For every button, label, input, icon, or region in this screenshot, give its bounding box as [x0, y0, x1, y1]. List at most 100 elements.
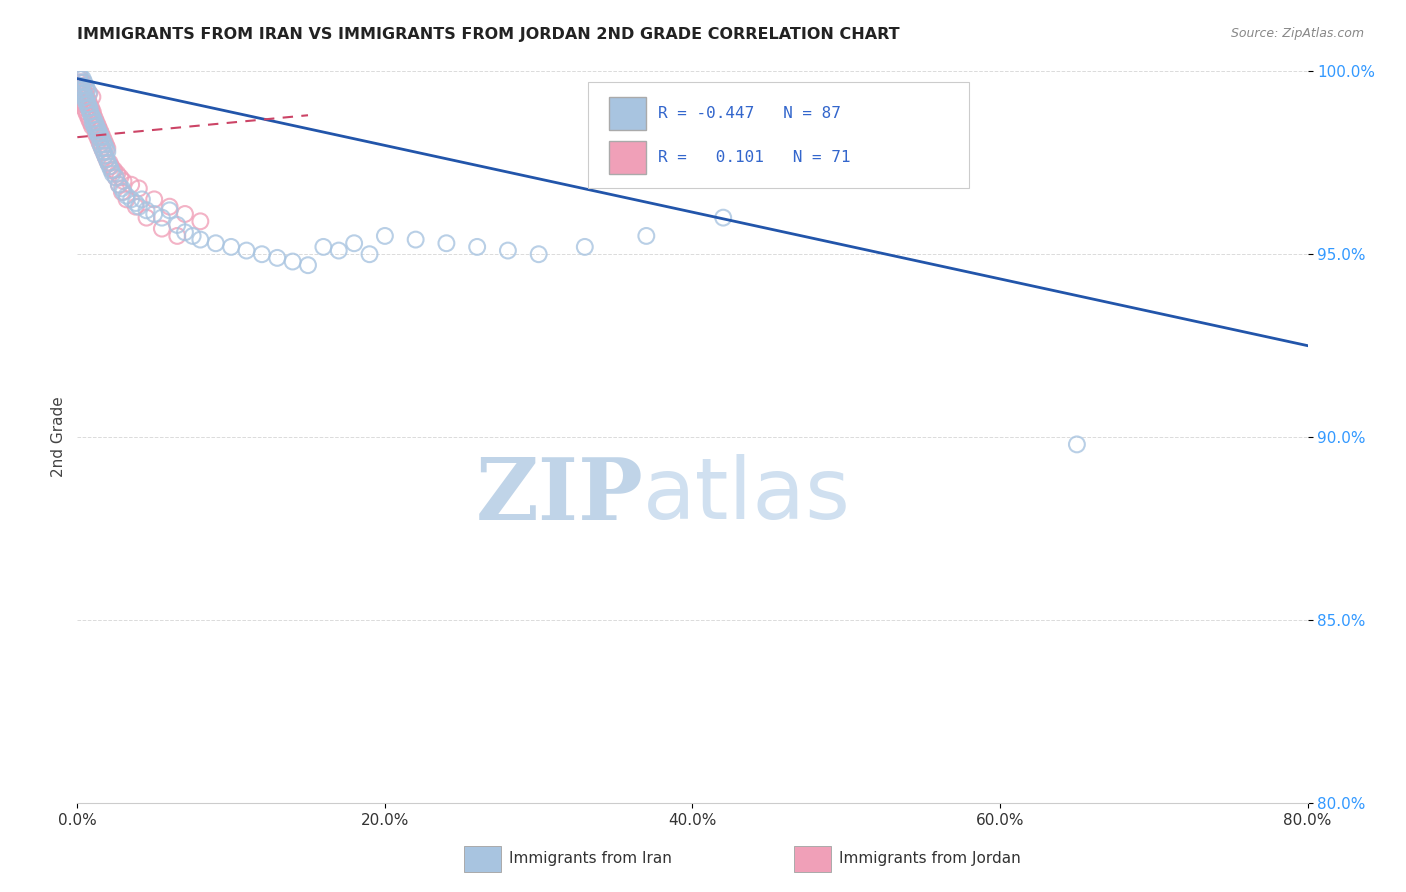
Point — [105, 167, 128, 181]
Point — [97, 156, 120, 170]
Point — [94, 148, 117, 162]
Point — [86, 127, 108, 141]
Point — [328, 244, 350, 258]
Point — [374, 229, 396, 244]
Point — [98, 160, 121, 174]
Point — [112, 185, 135, 199]
Point — [86, 120, 108, 134]
Text: atlas: atlas — [644, 454, 851, 537]
Text: ZIP: ZIP — [475, 454, 644, 538]
Point — [359, 247, 381, 261]
Point — [73, 87, 96, 101]
Point — [82, 115, 104, 129]
Point — [67, 75, 90, 89]
Point — [82, 112, 104, 126]
Point — [405, 233, 427, 247]
Point — [111, 181, 134, 195]
Point — [75, 104, 97, 119]
Point — [73, 75, 96, 89]
Point — [125, 196, 148, 211]
Text: Immigrants from Iran: Immigrants from Iran — [509, 852, 672, 866]
Point — [219, 240, 242, 254]
Point — [93, 137, 115, 152]
Point — [75, 78, 97, 93]
Point — [80, 101, 103, 115]
Point — [83, 120, 105, 134]
Point — [73, 101, 96, 115]
Point — [72, 75, 94, 89]
Point — [67, 87, 90, 101]
Point — [69, 68, 91, 82]
Point — [1066, 437, 1088, 451]
Point — [70, 87, 93, 101]
Point — [76, 97, 98, 112]
Point — [87, 120, 110, 134]
Point — [82, 108, 104, 122]
Point — [297, 258, 319, 272]
Point — [135, 203, 157, 218]
Text: R =   0.101   N = 71: R = 0.101 N = 71 — [658, 150, 851, 165]
Text: IMMIGRANTS FROM IRAN VS IMMIGRANTS FROM JORDAN 2ND GRADE CORRELATION CHART: IMMIGRANTS FROM IRAN VS IMMIGRANTS FROM … — [77, 27, 900, 42]
Point — [67, 78, 90, 93]
Point — [115, 188, 138, 202]
Point — [90, 130, 112, 145]
Bar — [609, 141, 645, 174]
Point — [69, 75, 91, 89]
Point — [101, 167, 124, 181]
Point — [79, 97, 101, 112]
Point — [76, 108, 98, 122]
Point — [343, 236, 366, 251]
Point — [150, 211, 173, 225]
Y-axis label: 2nd Grade: 2nd Grade — [51, 397, 66, 477]
Point — [281, 254, 304, 268]
Point — [204, 236, 226, 251]
Point — [111, 185, 134, 199]
Point — [76, 101, 98, 115]
Point — [84, 123, 107, 137]
Point — [89, 123, 111, 137]
Text: R = -0.447   N = 87: R = -0.447 N = 87 — [658, 106, 841, 121]
Point — [79, 104, 101, 119]
Point — [174, 225, 197, 239]
Point — [103, 163, 125, 178]
Point — [174, 207, 197, 221]
Point — [84, 112, 107, 126]
Point — [77, 112, 100, 126]
Point — [96, 152, 118, 166]
Point — [104, 170, 127, 185]
Point — [77, 101, 100, 115]
Point — [83, 120, 105, 134]
Point — [76, 90, 98, 104]
Point — [69, 90, 91, 104]
Point — [108, 178, 131, 192]
Point — [76, 83, 98, 97]
Point — [77, 87, 100, 101]
Point — [86, 130, 108, 145]
Point — [73, 97, 96, 112]
Point — [89, 137, 111, 152]
Point — [188, 214, 212, 228]
Point — [87, 123, 110, 137]
Point — [90, 141, 114, 155]
Point — [128, 200, 150, 214]
Point — [143, 193, 166, 207]
Point — [188, 233, 212, 247]
Point — [91, 130, 114, 145]
Point — [94, 148, 117, 162]
Point — [101, 163, 124, 178]
Point — [91, 134, 114, 148]
Point — [93, 134, 115, 148]
Point — [465, 240, 488, 254]
Point — [75, 83, 97, 97]
Point — [159, 200, 181, 214]
Point — [166, 229, 188, 244]
Text: Source: ZipAtlas.com: Source: ZipAtlas.com — [1230, 27, 1364, 40]
Point — [90, 127, 112, 141]
Point — [70, 94, 93, 108]
Point — [135, 211, 157, 225]
Point — [131, 193, 153, 207]
Point — [112, 174, 135, 188]
Point — [96, 152, 118, 166]
Point — [436, 236, 458, 251]
Point — [150, 221, 173, 235]
